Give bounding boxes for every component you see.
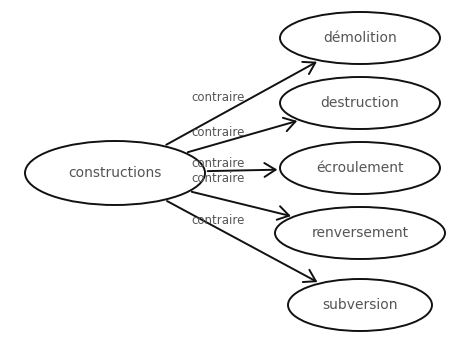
Ellipse shape (280, 12, 439, 64)
FancyArrowPatch shape (207, 163, 275, 177)
Text: contraire: contraire (191, 213, 244, 227)
Text: subversion: subversion (322, 298, 397, 312)
Text: écroulement: écroulement (316, 161, 403, 175)
Text: constructions: constructions (68, 166, 161, 180)
FancyArrowPatch shape (191, 192, 289, 220)
Text: contraire: contraire (191, 171, 244, 185)
Text: démolition: démolition (322, 31, 396, 45)
FancyArrowPatch shape (166, 62, 314, 145)
Text: destruction: destruction (320, 96, 398, 110)
Ellipse shape (280, 77, 439, 129)
Text: contraire: contraire (191, 126, 244, 138)
Ellipse shape (287, 279, 431, 331)
FancyArrowPatch shape (187, 118, 295, 152)
Ellipse shape (280, 142, 439, 194)
Text: renversement: renversement (311, 226, 408, 240)
Text: contraire: contraire (191, 156, 244, 169)
FancyArrowPatch shape (167, 201, 315, 282)
Ellipse shape (274, 207, 444, 259)
Text: contraire: contraire (191, 91, 244, 103)
Ellipse shape (25, 141, 205, 205)
